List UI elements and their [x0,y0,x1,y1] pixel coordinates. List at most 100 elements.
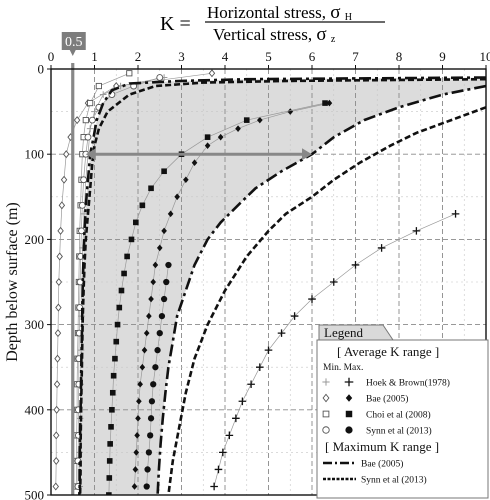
marker-diamond-filled [132,466,139,473]
x-tick-label: 9 [439,49,446,64]
marker-circle-filled [156,329,163,337]
marker-diamond-open [63,150,70,159]
y-tick-label: 400 [25,402,45,417]
marker-cross [344,377,354,387]
marker-cross [377,244,386,252]
marker-cross [232,414,240,423]
legend-entry-label: Synn et al (2013) [361,475,427,486]
marker-circle-filled [152,364,159,371]
marker-square-filled [139,202,146,209]
series-bae-2005-range-upper [156,84,486,495]
marker-circle-filled [154,347,161,354]
marker-plus [99,91,107,98]
legend-entry-label: Bae (2005) [366,394,408,405]
title-denominator: Vertical stress, σ z [213,24,336,45]
marker-diamond-filled [174,193,180,201]
title-numerator-symbol: σ [330,2,340,23]
marker-diamond-open [322,393,330,403]
series-line [78,77,486,495]
marker-diamond-filled [133,449,140,456]
marker-square-filled [128,236,135,243]
marker-circle-filled [143,483,150,490]
marker-diamond-filled [152,261,159,269]
marker-square-filled [114,321,121,328]
marker-diamond-open [55,303,62,312]
marker-square-filled [109,406,115,413]
x-tick-label: 1 [91,49,98,64]
series-bae-2005-max [131,99,333,490]
marker-cross [238,397,247,406]
title-prefix: K = [160,13,191,35]
marker-diamond-open [60,175,68,184]
marker-square-filled [106,492,112,495]
y-tick-label: 0 [38,62,45,77]
marker-square-filled [107,441,113,447]
marker-diamond-open [54,354,61,363]
chart-title: K = Horizontal stress, σ H Vertical stre… [160,2,385,45]
marker-square-filled [161,168,167,175]
marker-square-open [82,117,89,124]
title-denominator-text: Vertical stress, [213,25,312,44]
marker-cross [351,261,360,269]
title-denominator-symbol: σ [316,24,326,45]
marker-circle-filled [145,449,153,456]
series-synn-et-al-2013-range-lower [78,77,486,495]
marker-cross [277,329,286,337]
depth-arrow-head-left [85,148,96,161]
marker-circle-open [80,176,88,184]
marker-cross [225,431,234,440]
reference-label-group: 0.5 [61,32,86,56]
marker-square-open [322,410,330,418]
marker-square-filled [121,270,127,277]
marker-square-filled [113,338,120,345]
marker-diamond-filled [141,346,148,354]
legend-minmax-label: Min. Max. [323,363,363,373]
legend-title-tab [318,324,394,341]
legend-entry-label: Hoek & Brown(1978) [366,378,450,389]
marker-diamond-filled [139,363,146,371]
marker-diamond-open [73,116,81,125]
marker-square-filled [108,424,114,430]
marker-square-filled [110,372,117,379]
marker-circle-open [88,116,96,124]
legend: Legend [ Average K range ] Min. Max. [ M… [316,324,489,499]
marker-circle-open [156,74,164,81]
marker-cross [451,210,460,218]
title-numerator-text: Horizontal stress, [207,3,326,22]
marker-cross [329,278,338,286]
marker-cross [214,465,223,474]
marker-diamond-filled [135,415,141,422]
y-tick-label: 100 [25,147,45,162]
marker-cross [256,363,264,371]
marker-diamond-open [53,380,61,389]
legend-entry-label: Bae (2005) [361,459,403,470]
legend-entry-label: Choi et al (2008) [366,410,431,421]
legend-title: Legend [324,325,363,340]
y-tick-label: 200 [25,232,45,247]
x-tick-label: 6 [309,49,316,64]
marker-diamond-open [53,405,60,414]
marker-diamond-filled [161,227,167,235]
title-denominator-sub: z [331,34,336,45]
y-axis-label: Depth below surface (m) [4,202,21,362]
marker-square-filled [109,389,116,396]
marker-diamond-filled [287,108,294,115]
marker-diamond-filled [256,116,263,124]
marker-diamond-open [56,252,63,261]
marker-diamond-open [52,482,60,491]
marker-diamond-filled [137,380,143,388]
marker-diamond-open [57,226,64,235]
marker-diamond-filled [326,99,333,107]
marker-circle-filled [345,426,353,434]
depth-arrow [85,148,312,161]
series-line [167,106,486,495]
x-tick-label: 5 [265,49,272,64]
series-hoek-brown-1978-max [210,210,460,491]
marker-square-filled [106,475,113,481]
marker-square-filled [204,134,211,140]
marker-diamond-filled [136,397,142,405]
marker-diamond-open [53,456,60,465]
marker-cross [219,448,227,457]
marker-square-open [126,70,133,77]
